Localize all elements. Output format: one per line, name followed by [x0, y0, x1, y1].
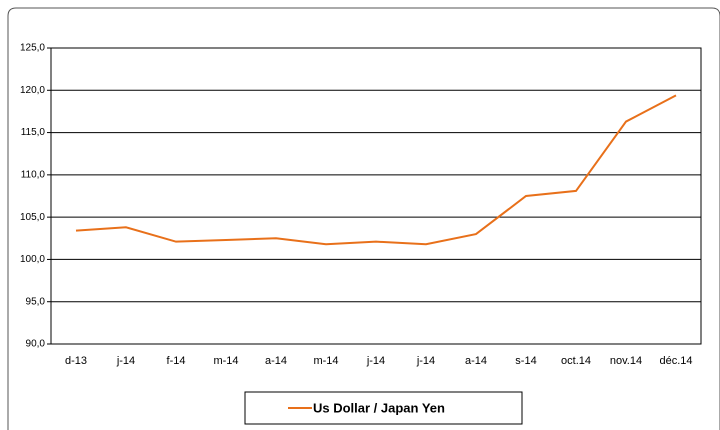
y-tick-label: 105,0 — [20, 212, 45, 223]
x-tick-label: m-14 — [213, 355, 238, 367]
x-tick-label: d-13 — [65, 355, 87, 367]
y-tick-label: 90,0 — [26, 339, 46, 350]
x-tick-label: a-14 — [465, 355, 487, 367]
x-tick-label: j-14 — [416, 355, 435, 367]
x-tick-label: j-14 — [366, 355, 385, 367]
data-line — [75, 94, 677, 246]
y-tick-label: 100,0 — [20, 254, 45, 265]
y-tick-label: 115,0 — [21, 127, 46, 138]
y-tick-label: 110,0 — [21, 169, 46, 180]
plot-area — [50, 47, 702, 345]
x-tick-label: j-14 — [116, 355, 135, 367]
x-tick-label: oct.14 — [561, 355, 591, 367]
y-tick-label: 125,0 — [20, 43, 45, 54]
x-tick-label: s-14 — [515, 355, 536, 367]
x-tick-label: f-14 — [167, 355, 186, 367]
x-tick-label: déc.14 — [659, 355, 692, 367]
legend-label: Us Dollar / Japan Yen — [313, 400, 445, 415]
y-tick-label: 120,0 — [20, 85, 45, 96]
y-tick-label: 95,0 — [26, 296, 46, 307]
x-tick-label: m-14 — [313, 355, 338, 367]
x-tick-label: a-14 — [265, 355, 287, 367]
x-tick-label: nov.14 — [610, 355, 642, 367]
legend-box — [244, 391, 523, 425]
